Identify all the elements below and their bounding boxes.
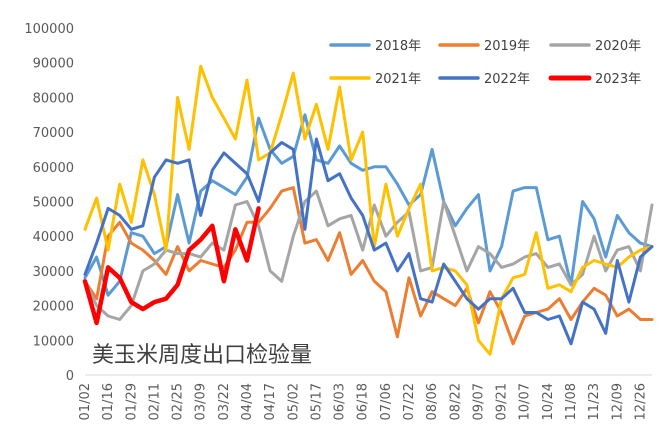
x-tick-label: 05/17 xyxy=(309,383,324,420)
x-tick-label: 01/29 xyxy=(124,383,139,420)
legend-label: 2023年 xyxy=(595,72,641,87)
legend: 2018年 2019年 2020年 2021年 2022年 2023年 xyxy=(329,39,641,87)
y-tick-label: 30000 xyxy=(33,265,74,280)
y-tick-label: 60000 xyxy=(33,161,74,176)
x-tick-label: 09/07 xyxy=(471,383,486,420)
series-line-2022年 xyxy=(83,137,654,346)
x-tick-label: 04/04 xyxy=(240,383,255,420)
y-tick-label: 40000 xyxy=(33,230,74,245)
x-tick-label: 10/07 xyxy=(518,383,533,420)
y-tick-label: 80000 xyxy=(33,91,74,106)
x-tick-label: 02/25 xyxy=(171,383,186,420)
x-tick-label: 08/06 xyxy=(425,383,440,420)
y-axis: 0 10000 20000 30000 40000 50000 60000 70000 8000… xyxy=(24,22,74,384)
x-tick-label: 01/02 xyxy=(78,383,93,420)
y-tick-label: 0 xyxy=(66,369,74,384)
series-line-2020年 xyxy=(83,189,654,321)
x-tick-label: 12/09 xyxy=(610,383,625,420)
y-tick-label: 10000 xyxy=(33,334,74,349)
series-line-2021年 xyxy=(83,64,654,356)
x-tick-label: 08/22 xyxy=(448,383,463,420)
x-tick-label: 03/22 xyxy=(217,383,232,420)
series-line-2023年 xyxy=(82,206,261,326)
chart-title: 美玉米周度出口检验量 xyxy=(92,343,312,368)
x-tick-label: 11/08 xyxy=(564,383,579,420)
y-tick-label: 50000 xyxy=(33,196,74,211)
x-tick-label: 11/23 xyxy=(587,383,602,420)
y-tick-label: 100000 xyxy=(24,22,74,37)
y-tick-label: 20000 xyxy=(33,300,74,315)
x-tick-label: 09/21 xyxy=(495,383,510,420)
x-tick-label: 07/06 xyxy=(379,383,394,420)
legend-label: 2022年 xyxy=(484,72,530,87)
x-axis: 01/02 01/16 01/29 02/11 02/25 03/09 03/22 04/04… xyxy=(78,374,652,420)
x-tick-label: 12/26 xyxy=(633,383,648,420)
x-tick-label: 05/02 xyxy=(286,383,301,420)
x-tick-label: 02/11 xyxy=(147,383,162,420)
series-line-2018年 xyxy=(83,113,654,297)
series-line-2019年 xyxy=(83,186,654,346)
x-tick-label: 10/24 xyxy=(541,383,556,420)
legend-label: 2020年 xyxy=(595,39,641,54)
x-tick-label: 04/17 xyxy=(263,383,278,420)
legend-label: 2018年 xyxy=(375,39,421,54)
x-tick-label: 06/03 xyxy=(333,383,348,420)
x-tick-label: 01/16 xyxy=(101,383,116,420)
y-tick-label: 70000 xyxy=(33,126,74,141)
legend-label: 2019年 xyxy=(484,39,530,54)
x-tick-label: 06/18 xyxy=(356,383,371,420)
x-tick-label: 03/09 xyxy=(194,383,209,420)
legend-label: 2021年 xyxy=(375,72,421,87)
x-tick-label: 07/22 xyxy=(402,383,417,420)
y-tick-label: 90000 xyxy=(33,57,74,72)
series-layer xyxy=(82,64,654,356)
